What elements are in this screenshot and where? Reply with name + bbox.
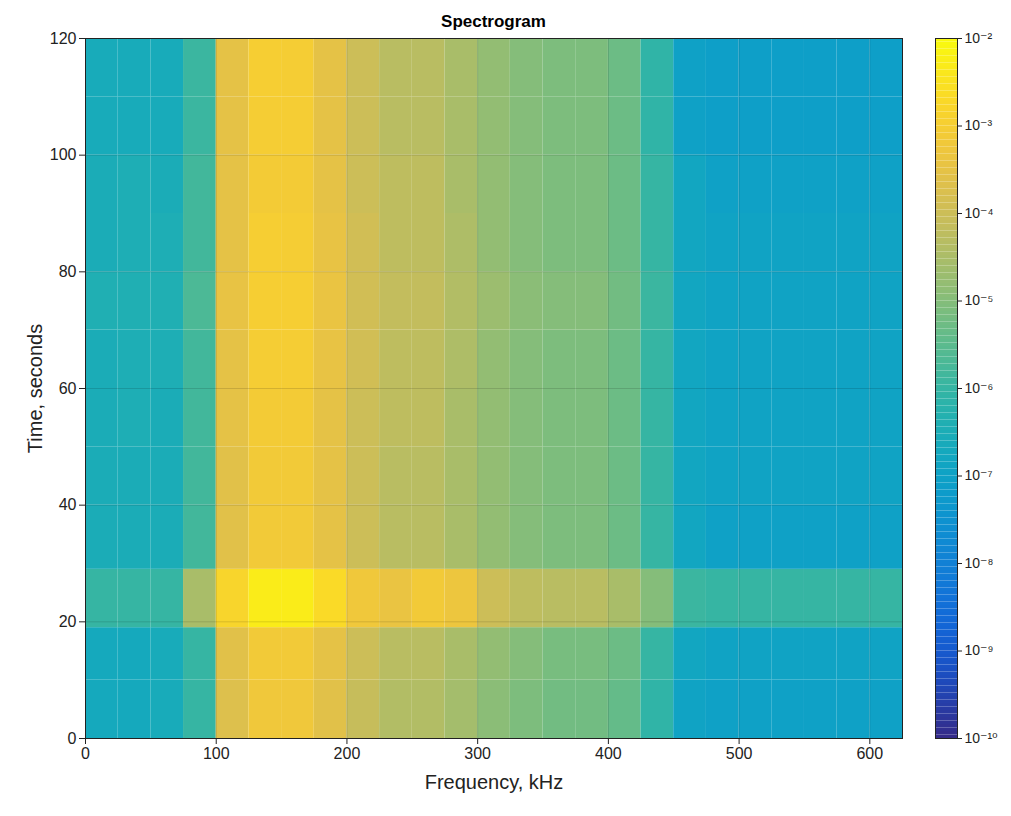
svg-text:100: 100 (50, 146, 77, 163)
svg-text:400: 400 (595, 745, 622, 762)
svg-text:300: 300 (464, 745, 491, 762)
svg-text:10⁻⁶: 10⁻⁶ (965, 380, 994, 396)
svg-text:120: 120 (50, 30, 77, 47)
svg-text:Frequency, kHz: Frequency, kHz (425, 771, 564, 793)
svg-text:10⁻¹⁰: 10⁻¹⁰ (965, 730, 999, 746)
svg-text:10⁻⁵: 10⁻⁵ (965, 292, 994, 308)
svg-text:100: 100 (203, 745, 230, 762)
svg-text:600: 600 (856, 745, 883, 762)
svg-text:10⁻⁴: 10⁻⁴ (965, 205, 994, 221)
svg-text:200: 200 (334, 745, 361, 762)
svg-text:10⁻³: 10⁻³ (965, 117, 993, 133)
svg-text:60: 60 (59, 380, 77, 397)
svg-text:80: 80 (59, 263, 77, 280)
svg-text:Time, seconds: Time, seconds (24, 324, 46, 453)
svg-text:10⁻⁸: 10⁻⁸ (965, 555, 994, 571)
svg-text:10⁻²: 10⁻² (965, 30, 993, 46)
svg-text:20: 20 (59, 613, 77, 630)
svg-text:500: 500 (726, 745, 753, 762)
html-text:Spectrogram: Spectrogram (441, 12, 546, 31)
svg-text:0: 0 (68, 730, 77, 747)
svg-text:40: 40 (59, 496, 77, 513)
svg-text:10⁻⁹: 10⁻⁹ (965, 642, 994, 658)
svg-text:10⁻⁷: 10⁻⁷ (965, 467, 993, 483)
svg-text:0: 0 (81, 745, 90, 762)
